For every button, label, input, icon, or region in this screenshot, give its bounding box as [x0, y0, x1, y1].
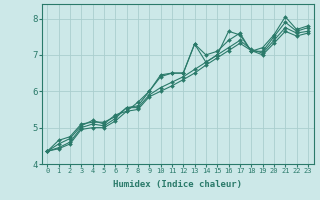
X-axis label: Humidex (Indice chaleur): Humidex (Indice chaleur): [113, 180, 242, 189]
